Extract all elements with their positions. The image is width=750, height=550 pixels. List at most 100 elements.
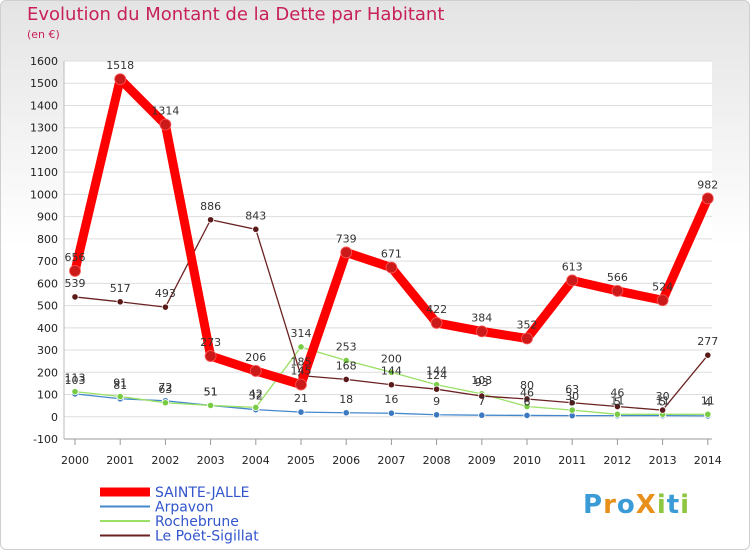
data-label: 11 [610, 394, 624, 407]
x-tick-label: 2010 [513, 454, 541, 467]
y-tick-label: 1100 [30, 166, 58, 179]
data-label: 739 [336, 232, 357, 245]
data-label: 671 [381, 248, 402, 261]
data-label: 93 [475, 376, 489, 389]
data-label: 4 [704, 396, 711, 409]
x-tick-label: 2014 [694, 454, 722, 467]
data-label: 11 [656, 394, 670, 407]
data-label: 314 [291, 327, 312, 340]
data-label: 352 [517, 318, 538, 331]
data-label: 113 [65, 372, 86, 385]
data-point [475, 325, 488, 338]
data-point [69, 265, 81, 277]
data-point [613, 410, 622, 418]
data-label: 72 [158, 381, 172, 394]
data-label: 566 [607, 271, 628, 284]
data-label: 144 [426, 365, 447, 378]
data-label: 539 [65, 277, 86, 290]
data-point [430, 317, 443, 329]
data-label: 5 [569, 396, 576, 409]
data-label: 5 [614, 396, 621, 409]
data-point [478, 411, 486, 419]
data-label: 30 [656, 390, 670, 403]
data-point [568, 406, 576, 414]
x-tick-label: 2005 [287, 454, 315, 467]
data-point [613, 402, 622, 411]
data-point [387, 381, 395, 389]
logo-letter: i [656, 490, 667, 520]
y-tick-label: 100 [37, 389, 58, 402]
logo-letter: r [603, 490, 617, 520]
data-point [523, 411, 531, 420]
data-point [159, 118, 172, 131]
data-label: 63 [565, 383, 579, 396]
data-point [252, 403, 260, 412]
data-point [432, 385, 441, 393]
data-label: 103 [471, 374, 492, 387]
x-tick-label: 2009 [468, 454, 496, 467]
data-label: 613 [562, 260, 583, 273]
data-point [656, 294, 669, 307]
x-tick-label: 2012 [603, 454, 631, 467]
data-label: 6 [524, 395, 531, 408]
data-label: 51 [204, 385, 218, 398]
data-label: 9 [433, 395, 440, 408]
y-tick-label: 1400 [30, 99, 58, 112]
x-tick-label: 2003 [197, 454, 225, 467]
data-label: 206 [245, 351, 266, 364]
x-tick-label: 2000 [61, 454, 89, 467]
data-point [297, 343, 305, 351]
data-label: 21 [294, 392, 308, 405]
data-label: 103 [65, 374, 86, 387]
data-label: 5 [659, 396, 666, 409]
logo-letter: o [616, 490, 636, 520]
brand-logo: ProXiti [583, 490, 690, 520]
data-point [611, 285, 624, 297]
logo-letter: i [680, 490, 691, 520]
data-label: 524 [652, 280, 673, 293]
data-point [207, 216, 215, 224]
y-tick-label: 1000 [30, 188, 58, 201]
data-label: 81 [113, 379, 127, 392]
x-tick-label: 2002 [151, 454, 179, 467]
chart-title: Evolution du Montant de la Dette par Hab… [27, 4, 445, 25]
x-tick-label: 2006 [332, 454, 360, 467]
y-tick-label: 0 [51, 411, 58, 424]
data-label: 493 [155, 287, 176, 300]
data-label: 277 [697, 335, 718, 348]
data-label: 273 [200, 336, 221, 349]
data-label: 91 [113, 377, 127, 390]
data-label: 16 [384, 393, 398, 406]
legend-label: SAINTE-JALLE [155, 485, 249, 501]
y-tick-label: 700 [37, 255, 58, 268]
chart-y-unit: (en €) [27, 28, 60, 41]
y-tick-label: 200 [37, 366, 58, 379]
data-point [116, 298, 124, 306]
data-point [523, 402, 531, 411]
data-label: 80 [520, 379, 534, 392]
data-label: 124 [426, 369, 447, 382]
data-point [432, 411, 441, 419]
legend-label: Rochebrune [155, 514, 239, 530]
logo-letter: X [635, 490, 657, 520]
data-point [295, 378, 307, 391]
legend-label: Le Poët-Sigillat [155, 529, 259, 545]
data-point [161, 399, 169, 407]
data-label: 30 [565, 390, 579, 403]
data-point [387, 368, 395, 376]
data-label: 656 [65, 251, 86, 264]
data-label: 200 [381, 352, 402, 365]
data-label: 168 [336, 359, 357, 372]
x-tick-label: 2013 [649, 454, 677, 467]
data-point [297, 408, 305, 416]
data-label: 46 [520, 387, 534, 400]
x-tick-label: 2007 [377, 454, 405, 467]
legend-label: Arpavon [155, 500, 214, 516]
y-tick-label: 1200 [30, 144, 58, 157]
data-point [342, 409, 350, 417]
y-tick-label: 1500 [30, 77, 58, 90]
data-label: 51 [204, 385, 218, 398]
y-tick-label: 300 [37, 344, 58, 357]
data-label: 144 [381, 365, 402, 378]
